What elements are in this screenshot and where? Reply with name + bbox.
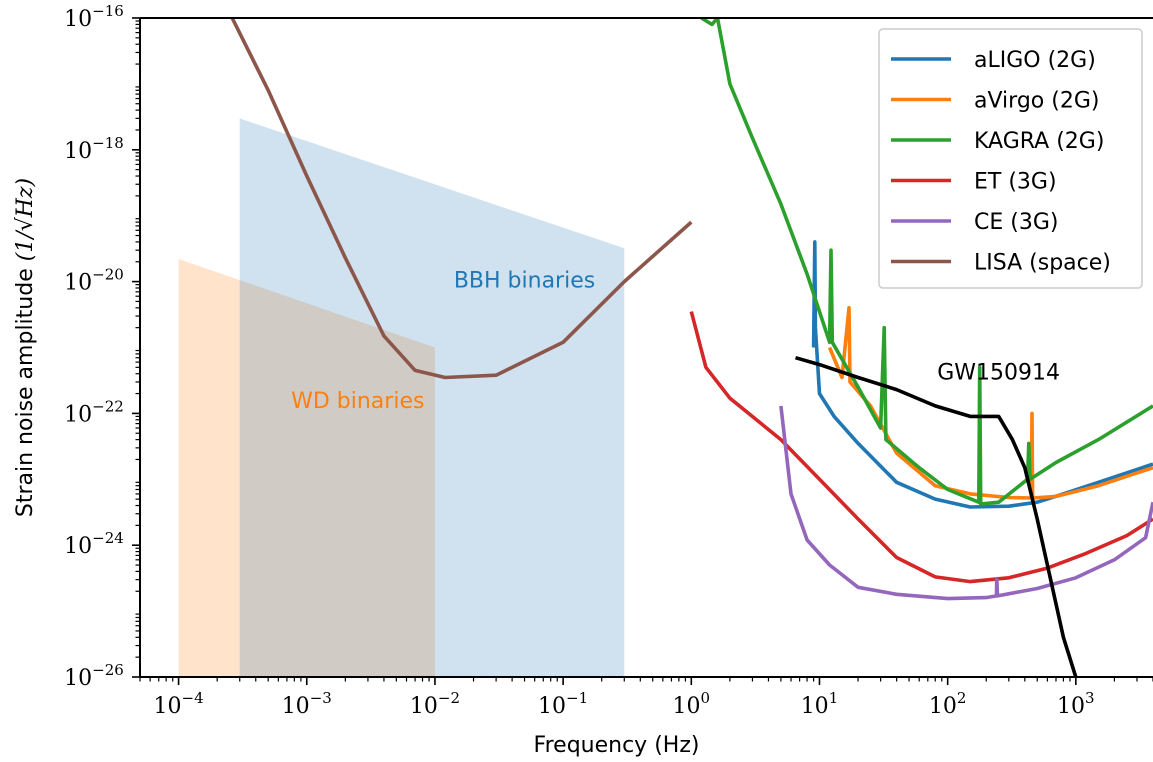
x-axis-title: Frequency (Hz) xyxy=(534,733,700,758)
legend-label: KAGRA (2G) xyxy=(974,129,1104,154)
y-tick-label: 10−18 xyxy=(64,134,124,164)
annotation-wd-binaries: WD binaries xyxy=(291,389,424,414)
annotation-gw150914: GW150914 xyxy=(937,361,1060,386)
x-tick-label: 103 xyxy=(1057,689,1095,719)
series-line-et-3g xyxy=(689,311,1153,584)
series-line-gw150914 xyxy=(795,355,1078,677)
series-line-ce-3g xyxy=(779,405,1153,601)
legend-label: aLIGO (2G) xyxy=(974,48,1096,73)
region-bbh-binaries xyxy=(239,118,625,677)
x-tick-label: 10−3 xyxy=(282,689,332,719)
annotations: WD binaries BBH binaries GW150914 xyxy=(291,269,1060,414)
series-line-avirgo-2g xyxy=(827,306,1153,500)
y-tick-label: 10−16 xyxy=(64,2,124,32)
legend-label: CE (3G) xyxy=(974,210,1058,235)
series-line-lisa-space xyxy=(230,18,693,380)
axes: 10−4 10−3 10−2 10−1 100 101 102 103 10−26 10−24 10… xyxy=(13,2,1153,758)
x-tick-label: 10−2 xyxy=(410,689,460,719)
series-line-kagra-2g xyxy=(700,18,1153,506)
y-tick-label: 10−24 xyxy=(64,529,124,559)
region-wd-binaries xyxy=(178,259,435,677)
y-tick-label: 10−26 xyxy=(64,661,124,691)
y-axis-title: Strain noise amplitude (1/√Hz) xyxy=(13,178,38,517)
x-tick-label: 10−1 xyxy=(538,689,588,719)
legend-label: aVirgo (2G) xyxy=(974,89,1099,114)
annotation-bbh-binaries: BBH binaries xyxy=(454,269,595,294)
legend-box xyxy=(878,28,1143,289)
legend-label: ET (3G) xyxy=(974,170,1057,195)
x-tick-label: 10−4 xyxy=(154,689,204,719)
y-tick-label: 10−22 xyxy=(64,397,124,427)
legend: aLIGO (2G) aVirgo (2G) KAGRA (2G) ET (3G) CE… xyxy=(878,28,1143,289)
x-tick-label: 100 xyxy=(673,689,711,719)
shaded-regions xyxy=(178,118,625,677)
x-tick-label: 101 xyxy=(801,689,839,719)
x-tick-label: 102 xyxy=(929,689,967,719)
y-tick-label: 10−20 xyxy=(64,266,124,296)
legend-label: LISA (space) xyxy=(974,251,1111,276)
noise-curves xyxy=(230,18,1153,677)
